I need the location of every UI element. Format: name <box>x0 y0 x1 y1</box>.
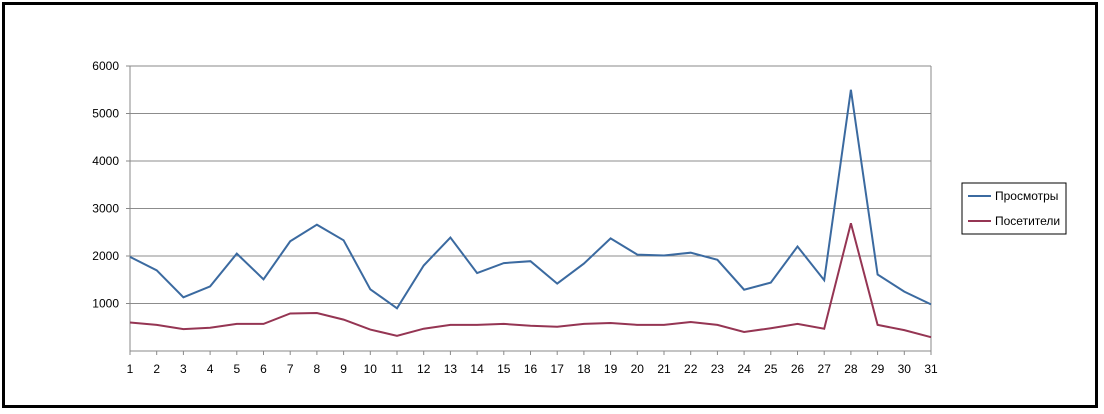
y-axis-ticks: 1000 2000 3000 4000 5000 6000 <box>92 59 130 311</box>
x-tick-label-13: 13 <box>444 362 458 376</box>
legend: Просмотры Посетители <box>961 182 1067 235</box>
x-tick-label-14: 14 <box>470 362 484 376</box>
x-tick-label-5: 5 <box>233 362 240 376</box>
y-tick-label-4000: 4000 <box>92 154 119 168</box>
y-tick-label-3000: 3000 <box>92 202 119 216</box>
x-tick-label-4: 4 <box>207 362 214 376</box>
x-tick-label-9: 9 <box>340 362 347 376</box>
x-tick-label-25: 25 <box>764 362 778 376</box>
series-lines <box>129 89 932 339</box>
x-tick-label-26: 26 <box>791 362 805 376</box>
x-tick-label-3: 3 <box>180 362 187 376</box>
x-tick-label-23: 23 <box>711 362 725 376</box>
x-axis-ticks: 1 2 3 4 5 6 7 8 9 10 11 12 13 14 15 16 17 18 19 20 21 22 23 24 2… <box>127 351 938 376</box>
x-tick-label-17: 17 <box>551 362 565 376</box>
x-tick-label-29: 29 <box>871 362 885 376</box>
y-tick-label-6000: 6000 <box>92 59 119 73</box>
x-tick-label-27: 27 <box>818 362 832 376</box>
x-tick-label-28: 28 <box>844 362 858 376</box>
x-tick-label-15: 15 <box>497 362 511 376</box>
chart-frame <box>2 2 1098 408</box>
x-tick-label-24: 24 <box>737 362 751 376</box>
x-tick-label-22: 22 <box>684 362 698 376</box>
x-tick-label-16: 16 <box>524 362 538 376</box>
x-tick-label-11: 11 <box>391 362 404 376</box>
y-tick-label-1000: 1000 <box>92 297 119 311</box>
y-tick-label-2000: 2000 <box>92 249 119 263</box>
grid-lines <box>130 65 931 304</box>
x-tick-label-21: 21 <box>657 362 671 376</box>
x-tick-label-7: 7 <box>287 362 294 376</box>
legend-box <box>961 182 1067 235</box>
legend-label-2: Посетители <box>995 214 1060 228</box>
x-tick-label-6: 6 <box>260 362 267 376</box>
x-tick-label-8: 8 <box>314 362 321 376</box>
legend-label-1: Просмотры <box>995 189 1058 203</box>
x-tick-label-10: 10 <box>364 362 378 376</box>
x-tick-label-30: 30 <box>898 362 912 376</box>
x-tick-label-2: 2 <box>153 362 160 376</box>
series-line-1 <box>129 89 932 310</box>
x-tick-label-31: 31 <box>924 362 938 376</box>
x-tick-label-19: 19 <box>604 362 618 376</box>
x-tick-label-20: 20 <box>631 362 645 376</box>
y-tick-label-5000: 5000 <box>92 107 119 121</box>
x-tick-label-1: 1 <box>127 362 134 376</box>
x-tick-label-18: 18 <box>577 362 591 376</box>
x-tick-label-12: 12 <box>417 362 431 376</box>
series-line-2 <box>129 222 932 339</box>
